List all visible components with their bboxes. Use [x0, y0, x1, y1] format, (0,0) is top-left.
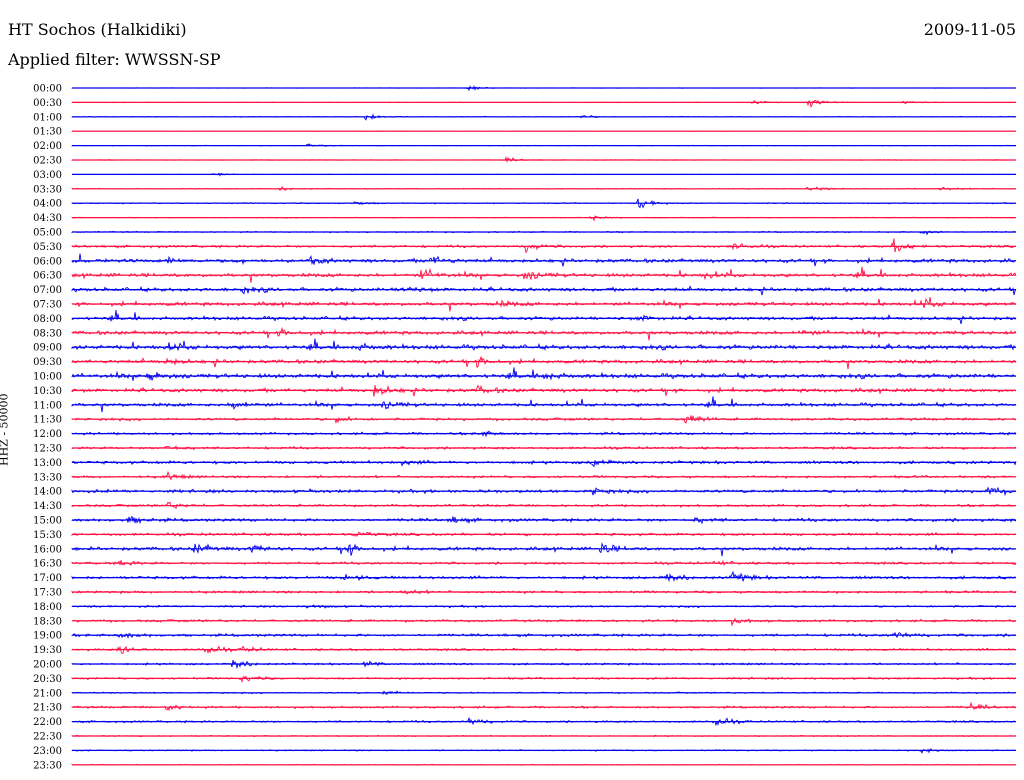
- seismic-trace: [71, 356, 1017, 370]
- seismic-trace: [71, 309, 1017, 325]
- row-time-label: 07:00: [33, 285, 62, 296]
- seismic-trace: [71, 617, 1017, 627]
- seismic-trace: [71, 215, 1017, 222]
- row-time-label: 23:00: [33, 746, 62, 757]
- row-time-label: 09:30: [33, 357, 62, 368]
- station-title: HT Sochos (Halkidiki): [8, 20, 187, 39]
- row-time-label: 15:30: [33, 530, 62, 541]
- row-time-label: 22:00: [33, 717, 62, 728]
- row-time-label: 12:00: [33, 429, 62, 440]
- seismic-trace: [71, 675, 1017, 684]
- seismic-trace: [71, 253, 1017, 267]
- row-time-label: 17:30: [33, 588, 62, 599]
- seismic-trace: [71, 570, 1017, 583]
- row-time-label: 02:30: [33, 156, 62, 167]
- row-time-label: 00:30: [33, 98, 62, 109]
- seismic-trace: [71, 470, 1016, 481]
- row-time-label: 02:00: [33, 141, 62, 152]
- seismic-trace: [71, 99, 1017, 109]
- row-time-label: 00:00: [33, 84, 62, 95]
- row-time-label: 19:30: [33, 645, 62, 656]
- row-time-label: 03:30: [33, 184, 62, 195]
- row-time-label: 14:30: [33, 501, 62, 512]
- row-time-label: 05:30: [33, 242, 62, 253]
- row-time-label: 05:00: [33, 228, 62, 239]
- row-time-label: 23:30: [33, 760, 62, 771]
- seismic-trace: [71, 338, 1017, 352]
- row-time-label: 21:30: [33, 703, 62, 714]
- row-time-label: 20:30: [33, 674, 62, 685]
- row-time-label: 13:30: [33, 472, 62, 483]
- row-time-label: 12:30: [33, 444, 62, 455]
- row-time-label: 04:00: [33, 199, 62, 210]
- row-time-label: 15:00: [33, 516, 62, 527]
- seismic-trace: [71, 701, 1017, 712]
- row-time-label: 17:00: [33, 573, 62, 584]
- row-time-label: 18:00: [33, 602, 62, 613]
- row-time-label: 19:00: [33, 631, 62, 642]
- row-time-label: 01:00: [33, 112, 62, 123]
- row-time-label: 16:00: [33, 544, 62, 555]
- seismic-trace: [71, 458, 1017, 468]
- row-time-label: 04:30: [33, 213, 62, 224]
- row-time-label: 18:30: [33, 616, 62, 627]
- row-time-label: 06:00: [33, 256, 62, 267]
- row-time-label: 20:00: [33, 660, 62, 671]
- row-time-label: 16:30: [33, 559, 62, 570]
- row-time-label: 22:30: [33, 732, 62, 743]
- row-time-label: 09:00: [33, 343, 62, 354]
- row-time-label: 10:00: [33, 372, 62, 383]
- row-time-label: 11:00: [33, 400, 62, 411]
- row-time-label: 08:00: [33, 314, 62, 325]
- seismic-trace: [71, 367, 1017, 381]
- row-time-label: 06:30: [33, 271, 62, 282]
- row-time-label: 01:30: [33, 127, 62, 138]
- filter-label: Applied filter: WWSSN-SP: [8, 50, 221, 69]
- row-time-label: 21:00: [33, 688, 62, 699]
- row-time-label: 13:00: [33, 458, 62, 469]
- seismic-trace: [71, 326, 1017, 341]
- row-time-label: 10:30: [33, 386, 62, 397]
- row-time-label: 11:30: [33, 415, 62, 426]
- row-time-label: 07:30: [33, 300, 62, 311]
- seismic-trace: [71, 542, 1017, 557]
- seismic-trace: [71, 285, 1017, 296]
- row-time-label: 08:30: [33, 328, 62, 339]
- row-time-label: 03:00: [33, 170, 62, 181]
- date-label: 2009-11-05: [923, 20, 1016, 39]
- seismic-trace: [71, 238, 1017, 254]
- row-time-label: 14:00: [33, 487, 62, 498]
